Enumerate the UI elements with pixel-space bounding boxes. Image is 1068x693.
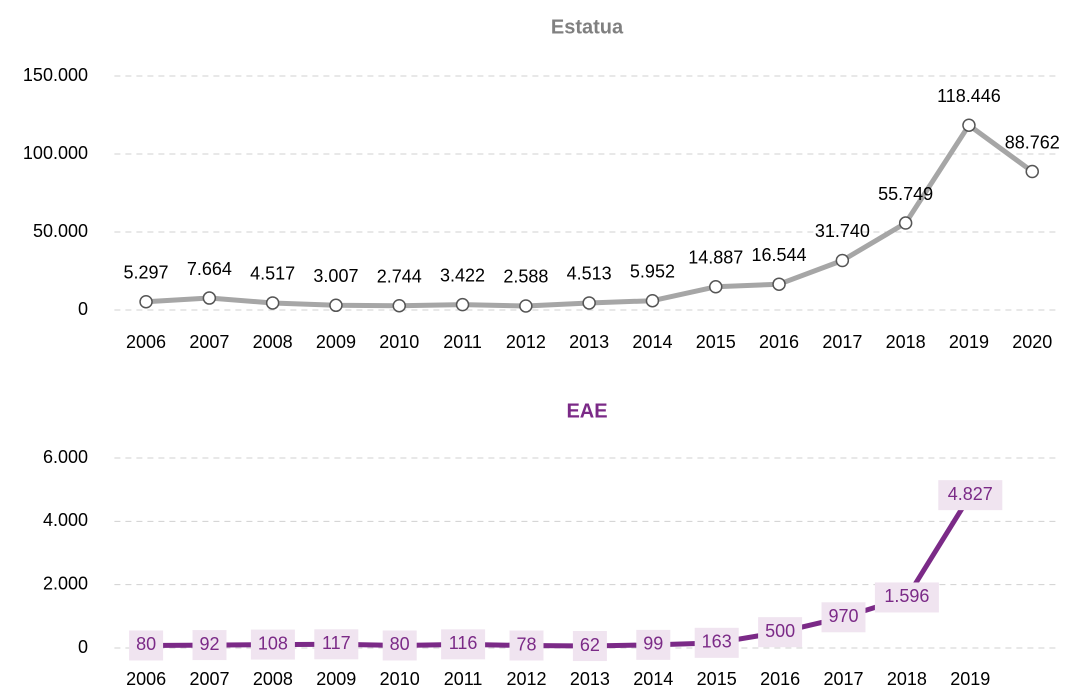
label-box — [441, 629, 486, 660]
label-box — [821, 602, 866, 633]
data-label: 5.297 — [124, 262, 169, 282]
data-label: 2.744 — [377, 266, 422, 286]
data-label: 88.762 — [1005, 132, 1060, 152]
data-label: 116 — [449, 633, 478, 653]
label-box — [758, 617, 803, 648]
marker — [455, 297, 470, 312]
marker — [392, 298, 406, 313]
x-tick-label: 2010 — [380, 669, 420, 689]
y-tick-label: 150.000 — [23, 65, 88, 85]
x-tick-label: 2010 — [379, 332, 419, 352]
data-label: 80 — [136, 634, 156, 654]
marker — [519, 299, 533, 313]
y-tick-label: 0 — [78, 299, 88, 319]
data-label: 1.596 — [884, 586, 929, 606]
marker — [962, 118, 976, 132]
data-label: 31.740 — [815, 221, 870, 241]
chart-title: EAE — [566, 400, 607, 422]
data-label: 78 — [516, 634, 536, 654]
x-tick-label: 2008 — [253, 332, 293, 352]
x-tick-label: 2009 — [316, 332, 356, 352]
x-tick-label: 2007 — [189, 332, 229, 352]
label-box — [874, 582, 939, 613]
data-label: 16.544 — [752, 245, 807, 265]
data-label: 5.952 — [630, 261, 675, 281]
y-tick-label: 6.000 — [43, 447, 88, 467]
data-label: 3.007 — [313, 266, 358, 286]
x-tick-label: 2019 — [950, 669, 990, 689]
data-label: 163 — [702, 632, 732, 652]
marker — [898, 216, 913, 230]
x-tick-label: 2018 — [886, 332, 926, 352]
x-tick-label: 2020 — [1012, 332, 1052, 352]
x-tick-label: 2006 — [126, 669, 166, 689]
data-label: 500 — [765, 621, 795, 641]
x-tick-label: 2016 — [760, 669, 800, 689]
x-tick-label: 2014 — [632, 332, 672, 352]
x-tick-label: 2012 — [506, 669, 546, 689]
marker — [329, 298, 343, 313]
data-label: 4.517 — [250, 264, 295, 284]
marker — [772, 277, 786, 291]
data-label: 970 — [828, 606, 858, 626]
marker — [709, 280, 723, 294]
y-tick-label: 4.000 — [43, 510, 88, 530]
x-tick-label: 2016 — [759, 332, 799, 352]
data-label: 108 — [258, 633, 288, 653]
label-box — [129, 630, 164, 661]
marker — [835, 253, 850, 268]
marker — [202, 291, 217, 305]
y-tick-label: 100.000 — [23, 143, 88, 163]
marker — [645, 293, 660, 308]
data-label: 4.827 — [948, 484, 993, 504]
label-box — [250, 629, 295, 660]
data-label: 7.664 — [187, 259, 232, 279]
x-tick-label: 2007 — [189, 669, 229, 689]
data-label: 4.513 — [567, 264, 612, 284]
data-label: 55.749 — [878, 184, 933, 204]
data-label: 2.588 — [503, 267, 548, 287]
marker — [139, 294, 153, 309]
data-label: 92 — [199, 634, 219, 654]
x-tick-label: 2009 — [316, 669, 356, 689]
data-label: 118.446 — [937, 86, 1001, 106]
x-tick-label: 2015 — [696, 332, 736, 352]
x-tick-label: 2017 — [823, 669, 863, 689]
chart-title: Estatua — [551, 16, 624, 38]
label-box — [382, 630, 417, 661]
x-tick-label: 2018 — [887, 669, 927, 689]
label-box — [938, 480, 1003, 511]
label-box — [572, 631, 607, 662]
marker — [582, 296, 596, 310]
x-tick-label: 2008 — [253, 669, 293, 689]
label-box — [636, 629, 671, 660]
label-box — [192, 630, 227, 661]
x-tick-label: 2011 — [444, 669, 483, 689]
y-tick-label: 50.000 — [33, 221, 88, 241]
y-tick-label: 0 — [78, 637, 88, 657]
x-tick-label: 2011 — [443, 332, 482, 352]
x-tick-label: 2012 — [506, 332, 546, 352]
marker — [1025, 164, 1039, 179]
data-label: 62 — [580, 635, 600, 655]
data-label: 99 — [643, 634, 663, 654]
x-tick-label: 2015 — [697, 669, 737, 689]
y-tick-label: 2.000 — [43, 573, 88, 593]
label-box — [314, 629, 359, 660]
marker — [265, 296, 280, 310]
x-tick-label: 2017 — [822, 332, 862, 352]
label-box — [694, 627, 739, 658]
x-tick-label: 2013 — [569, 332, 609, 352]
data-label: 117 — [322, 633, 351, 653]
data-label: 14.887 — [688, 248, 743, 268]
x-tick-label: 2014 — [633, 669, 673, 689]
label-box — [509, 630, 544, 661]
data-label: 80 — [390, 634, 410, 654]
data-label: 3.422 — [440, 265, 485, 285]
x-tick-label: 2019 — [949, 332, 989, 352]
x-tick-label: 2006 — [126, 332, 166, 352]
x-tick-label: 2013 — [570, 669, 610, 689]
